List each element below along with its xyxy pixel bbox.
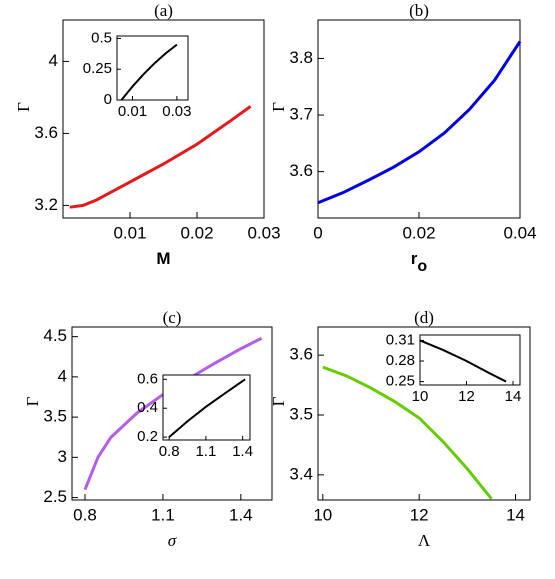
inset-frame xyxy=(419,334,521,386)
plot-frame xyxy=(317,19,521,219)
data-line xyxy=(317,40,522,205)
x-tick-label: 14 xyxy=(506,505,525,524)
y-tick-label: 0.31 xyxy=(386,331,415,348)
y-tick-label: 2.5 xyxy=(43,487,67,506)
x-axis-label: M xyxy=(156,249,170,268)
y-tick-label: 3.8 xyxy=(289,48,313,67)
x-axis-label: Λ xyxy=(418,531,431,550)
x-tick-label: 0.01 xyxy=(113,223,146,242)
panel-title: (c) xyxy=(163,308,182,327)
inset: 0.8 1.1 1.4 0.2 0.4 0.6 xyxy=(137,370,253,460)
y-axis-label: Γ xyxy=(269,396,288,406)
x-tick-label: 0 xyxy=(313,223,322,242)
y-tick-label: 3.5 xyxy=(289,404,313,423)
y-tick-label: 0 xyxy=(104,91,112,108)
x-axis-label-main: M xyxy=(156,249,170,268)
x-tick-label: 0.8 xyxy=(73,505,97,524)
x-axis-label-subscript: o xyxy=(417,258,427,275)
y-axis-label: Γ xyxy=(14,102,33,112)
x-tick-label: 1.1 xyxy=(151,505,175,524)
y-tick-label: 3.6 xyxy=(289,345,313,364)
data-line xyxy=(69,105,252,209)
y-tick-label: 0.25 xyxy=(83,60,112,77)
y-axis-label: Γ xyxy=(269,102,288,112)
y-axis-label: Γ xyxy=(23,396,42,406)
y-tick-label: 4 xyxy=(49,51,58,70)
panel-title: (d) xyxy=(414,308,434,327)
y-tick-label: 0.5 xyxy=(91,29,112,46)
x-tick-label: 0.03 xyxy=(247,223,280,242)
y-tick-label: 4.5 xyxy=(43,326,67,345)
data-line xyxy=(322,365,493,500)
y-tick-label: 0.25 xyxy=(386,373,415,390)
inset-line xyxy=(120,43,178,101)
inset: 10 12 14 0.25 0.28 0.31 xyxy=(386,331,522,405)
x-tick-label: 1.1 xyxy=(195,443,216,460)
inset-line xyxy=(419,339,507,383)
x-tick-label: 10 xyxy=(412,388,429,405)
x-tick-label: 0.03 xyxy=(162,103,191,120)
x-tick-label: 0.01 xyxy=(118,103,147,120)
y-tick-label: 3.5 xyxy=(43,407,67,426)
y-tick-label: 0.4 xyxy=(137,399,158,416)
x-tick-label: 1.4 xyxy=(229,505,253,524)
inset-frame xyxy=(116,35,189,101)
y-tick-label: 3 xyxy=(58,447,67,466)
x-axis-label: σ xyxy=(168,531,177,550)
x-tick-label: 0.02 xyxy=(180,223,213,242)
y-tick-label: 4 xyxy=(58,366,67,385)
x-axis-label-main: r xyxy=(411,249,418,268)
y-tick-label: 3.4 xyxy=(289,464,313,483)
panel: 0 0.02 0.04 3.6 3.7 3.8 (b) Γro xyxy=(269,1,537,275)
inset: 0.01 0.03 0 0.25 0.5 xyxy=(83,29,192,120)
x-tick-label: 0.8 xyxy=(159,443,180,460)
x-tick-label: 1.4 xyxy=(232,443,253,460)
x-tick-label: 10 xyxy=(313,505,332,524)
y-tick-label: 3.6 xyxy=(34,123,58,142)
x-tick-label: 14 xyxy=(505,388,522,405)
x-axis-label-main: Λ xyxy=(418,531,431,550)
inset-line xyxy=(168,378,246,438)
x-axis-label: ro xyxy=(411,249,428,275)
x-tick-label: 0.04 xyxy=(503,223,536,242)
panel-title: (b) xyxy=(409,1,429,20)
x-tick-label: 12 xyxy=(410,505,429,524)
x-tick-label: 12 xyxy=(458,388,475,405)
panel-title: (a) xyxy=(154,1,173,20)
y-tick-label: 3.6 xyxy=(289,161,313,180)
y-tick-label: 3.2 xyxy=(34,195,58,214)
y-tick-label: 0.2 xyxy=(137,428,158,445)
x-axis-label-main: σ xyxy=(168,531,177,550)
y-tick-label: 3.7 xyxy=(289,105,313,124)
y-tick-label: 0.28 xyxy=(386,352,415,369)
x-tick-label: 0.02 xyxy=(402,223,435,242)
y-tick-label: 0.6 xyxy=(137,370,158,387)
